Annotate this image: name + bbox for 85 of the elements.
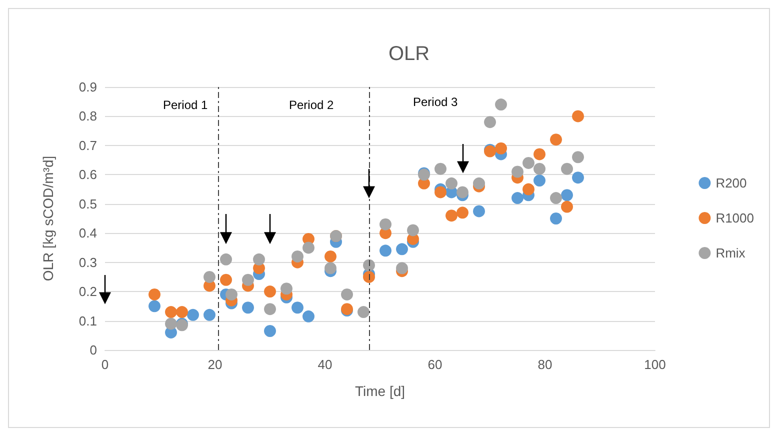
point <box>484 116 496 128</box>
point <box>302 310 314 322</box>
point <box>561 162 573 175</box>
point <box>358 306 370 318</box>
point <box>363 270 375 283</box>
x-tick-label: 80 <box>538 357 552 372</box>
point <box>572 110 584 122</box>
x-tick-label: 0 <box>101 357 109 372</box>
point <box>550 192 562 204</box>
point <box>534 162 546 175</box>
point <box>561 189 573 202</box>
point <box>473 177 485 190</box>
point <box>292 302 304 314</box>
point <box>561 200 573 213</box>
x-axis-title: Time [d] <box>354 383 406 399</box>
point <box>292 250 304 262</box>
point <box>434 162 446 175</box>
y-tick-label: 0.2 <box>78 284 97 300</box>
point <box>324 262 336 274</box>
legend-label: R1000 <box>716 210 754 226</box>
point <box>204 308 216 321</box>
point <box>495 142 507 154</box>
y-tick-label: 0.8 <box>78 108 97 124</box>
point <box>220 274 232 286</box>
point <box>534 174 546 187</box>
point <box>495 98 507 111</box>
y-tick-label: 0.9 <box>78 80 97 94</box>
point <box>434 186 446 198</box>
point <box>456 186 468 198</box>
point <box>446 177 458 190</box>
point <box>380 218 392 230</box>
point <box>148 300 160 312</box>
point <box>165 306 177 318</box>
chart-title: OLR <box>388 43 430 65</box>
point <box>396 243 408 256</box>
point <box>264 303 276 316</box>
point <box>550 134 562 146</box>
point <box>550 212 562 224</box>
x-tick-label: 40 <box>318 357 332 372</box>
y-tick-label: 0.1 <box>78 313 97 328</box>
point <box>148 288 160 300</box>
y-axis-title: OLR [kg sCOD/m³d] <box>40 156 56 282</box>
point <box>522 183 534 196</box>
point <box>396 262 408 274</box>
y-tick-label: 0.3 <box>78 254 97 270</box>
point <box>242 274 254 286</box>
x-tick-label: 20 <box>208 357 222 372</box>
point <box>341 288 353 300</box>
y-tick-label: 0.6 <box>78 167 97 182</box>
legend-label: R200 <box>716 176 747 190</box>
point <box>512 166 524 178</box>
point <box>522 156 534 169</box>
point <box>534 148 546 160</box>
x-tick-label: 100 <box>644 357 666 372</box>
point <box>572 172 584 184</box>
y-tick-label: 0.5 <box>78 196 97 212</box>
point <box>204 270 216 283</box>
annotation: Period 2 <box>288 98 334 112</box>
point <box>253 253 265 266</box>
point <box>572 151 584 164</box>
annotation: Period 1 <box>162 98 208 112</box>
point <box>407 224 419 236</box>
legend-label: Rmix <box>716 246 746 260</box>
point <box>264 325 276 337</box>
point <box>380 244 392 257</box>
y-tick-label: 0 <box>90 342 97 358</box>
annotation: Period 3 <box>412 95 458 109</box>
point <box>176 306 188 318</box>
point <box>220 253 232 266</box>
point <box>264 286 276 298</box>
point <box>165 318 177 330</box>
point <box>302 242 314 254</box>
point <box>187 308 199 321</box>
point <box>242 302 254 314</box>
y-tick-label: 0.4 <box>78 226 97 241</box>
point <box>363 259 375 272</box>
point <box>456 206 468 219</box>
point <box>473 205 485 218</box>
x-tick-label: 60 <box>428 357 442 372</box>
point <box>324 250 336 262</box>
point <box>226 288 238 300</box>
point <box>280 282 292 295</box>
point <box>446 210 458 222</box>
y-tick-label: 0.7 <box>78 138 97 153</box>
point <box>512 192 524 204</box>
